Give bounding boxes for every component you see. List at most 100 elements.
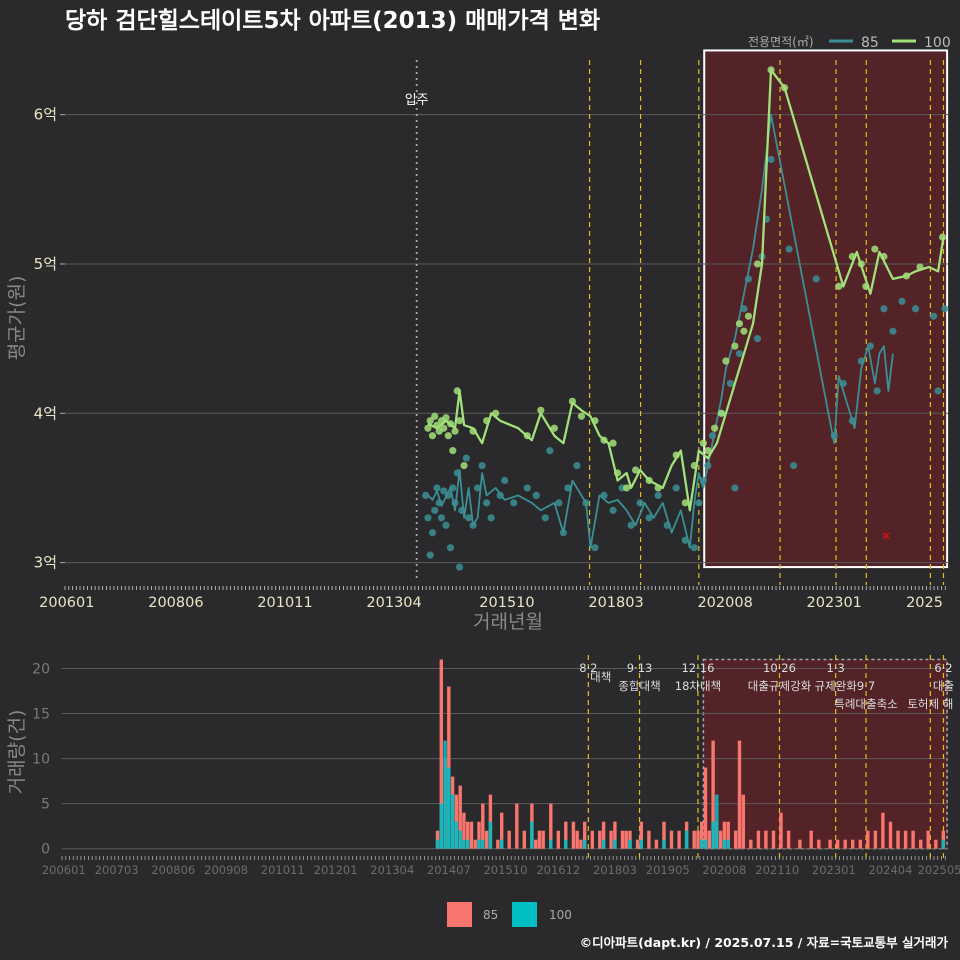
series-85-point [753, 335, 762, 343]
series-85-point [510, 499, 518, 507]
series-85-point [735, 349, 744, 358]
bar-100 [549, 839, 553, 849]
bar-100 [711, 821, 715, 849]
x-tick-label: 200601 [39, 595, 94, 611]
event-text-label: 규제완화 [815, 679, 858, 693]
event-date-label: 1·3 [827, 661, 845, 675]
bar-85 [583, 821, 587, 849]
series-100-point [449, 447, 457, 455]
series-85-point [790, 461, 798, 470]
x-tick-label: 2025 [906, 595, 943, 611]
series-85-point [555, 499, 563, 507]
event-text-label: 18차대책 [675, 679, 721, 693]
bar-85 [903, 830, 908, 849]
event-date-label: 8·2 [579, 661, 597, 675]
bar-100 [530, 821, 534, 849]
x-tick-label-volume: 202008 [702, 863, 746, 877]
series-85-point [523, 484, 531, 492]
bar-85 [817, 839, 821, 849]
bar-85 [469, 821, 474, 849]
bar-100 [443, 740, 447, 849]
x-tick-label-volume: 201803 [593, 863, 637, 877]
x-tick-label: 200806 [148, 595, 203, 611]
series-85-point [487, 514, 495, 522]
bar-85 [662, 821, 666, 849]
x-tick-label-volume: 202301 [812, 863, 856, 877]
series-85-point [812, 275, 820, 283]
event-text-label: 종합대책 [618, 679, 660, 693]
series-85-point [442, 521, 450, 529]
y-tick-label-volume: 5 [41, 797, 50, 813]
bar-100 [628, 839, 632, 849]
series-85-point [889, 327, 897, 335]
series-100-line [427, 68, 945, 512]
y-tick-label: 3억 [34, 554, 57, 572]
bar-85 [500, 812, 504, 849]
series-100-point [431, 412, 439, 420]
x-minor-ticks-volume [61, 856, 946, 860]
series-85-point [609, 506, 617, 514]
bar-85 [934, 839, 938, 849]
event-text-label: 대책 [590, 670, 611, 684]
bar-100 [583, 839, 587, 849]
y-tick-label-volume: 10 [32, 752, 50, 768]
series-85-point [440, 487, 448, 495]
bar-85 [647, 830, 651, 849]
bar-85 [549, 803, 553, 849]
bar-85 [919, 839, 923, 849]
x-minor-ticks [64, 586, 946, 590]
y-tick-label-volume: 15 [32, 707, 50, 723]
bar-85 [749, 839, 753, 849]
bar-85 [601, 821, 606, 849]
event-date-label: 6·2 [934, 661, 952, 675]
y-tick-label-volume: 20 [32, 662, 50, 678]
series-100-point [835, 282, 843, 290]
bar-85 [458, 785, 462, 849]
series-85-point [767, 155, 775, 164]
bar-85 [439, 659, 443, 849]
bar-85 [534, 839, 538, 849]
x-tick-label-volume: 201510 [483, 863, 527, 877]
x-tick-label-volume: 200703 [95, 863, 139, 877]
series-100-point [632, 466, 640, 474]
series-85-point [898, 297, 906, 305]
bar-85 [488, 794, 493, 849]
bar-85 [779, 812, 783, 849]
bar-85 [911, 830, 915, 849]
volume-legend: 85 100 [447, 902, 572, 927]
x-tick-label-volume: 200601 [42, 863, 86, 877]
series-100-point [717, 409, 725, 417]
bar-100 [500, 839, 504, 849]
series-85-point [437, 514, 446, 522]
credit-text: ©디아파트(dapt.kr) / 2025.07.15 / 자료=국토교통부 실… [580, 935, 949, 950]
bar-100 [726, 839, 730, 849]
x-tick-label-volume: 202404 [869, 863, 913, 877]
bar-85 [700, 821, 704, 849]
series-100-point [455, 417, 464, 425]
bar-85 [654, 839, 659, 849]
series-100-point [722, 357, 730, 365]
bar-85 [564, 821, 568, 849]
event-text-label: 특례대출축소 [834, 697, 897, 711]
series-85-point [654, 491, 662, 500]
x-marker [882, 532, 890, 540]
volume-panel: 0 5 10 15 20 200601 200703 200806 200908 201011 20… [32, 655, 960, 877]
bar-85 [707, 830, 711, 849]
y-axis-label-volume: 거래량(건) [6, 710, 28, 795]
series-85-point [934, 387, 942, 395]
event-text-label: 대출 [933, 679, 954, 693]
series-85-point [424, 514, 432, 522]
series-85-point [422, 491, 430, 500]
x-tick-label-volume: 200908 [204, 863, 248, 877]
series-100-point [609, 439, 617, 447]
series-85-point [573, 461, 581, 470]
series-85-point [474, 484, 482, 492]
move-in-label: 입주 [405, 93, 429, 108]
price-panel: 3억 4억 5억 6억 200601 200806 201011 201304 201510 20… [34, 49, 949, 611]
bar-85 [888, 821, 893, 849]
bar-85 [575, 830, 579, 849]
series-85-point [645, 514, 653, 522]
series-85-point [464, 514, 473, 522]
series-100-point [735, 320, 744, 328]
series-85-point [483, 499, 491, 507]
